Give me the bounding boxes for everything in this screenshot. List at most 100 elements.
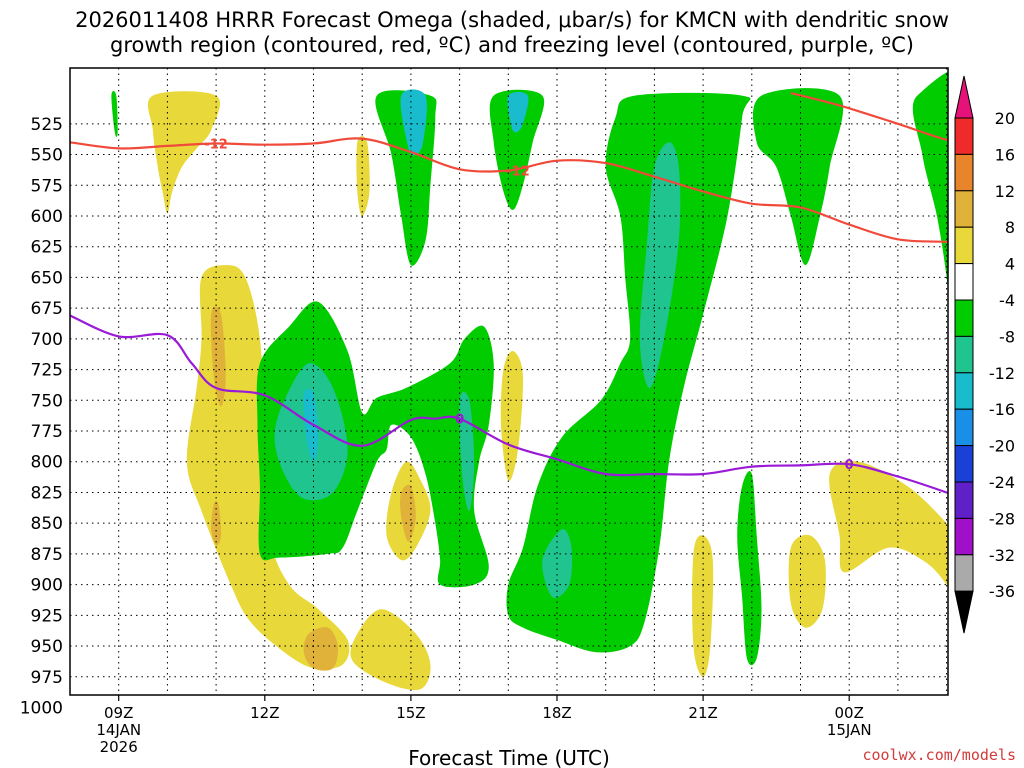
colorbar-bin-2 — [954, 190, 974, 228]
colorbar-bin-11 — [954, 517, 974, 556]
contour-label-1: -12 — [506, 165, 530, 180]
y-tick-label-725: 725 — [31, 361, 63, 381]
colorbar-label-3: 8 — [1005, 218, 1015, 237]
colorbar-bin-3 — [954, 226, 974, 265]
colorbar-label-1: 16 — [995, 145, 1015, 164]
y-tick-label-650: 650 — [31, 268, 63, 288]
omega-region-9 — [211, 501, 222, 546]
omega-shading — [111, 71, 948, 691]
y-tick-label-900: 900 — [31, 576, 63, 596]
credit-text: coolwx.com/models — [862, 746, 1016, 764]
ground-layer — [70, 695, 990, 701]
colorbar-label-7: -12 — [989, 364, 1015, 383]
y-tick-label-600: 600 — [31, 207, 63, 227]
omega-region-1 — [147, 91, 220, 214]
colorbar-bin-1 — [954, 153, 974, 192]
x-tick-label-00Z: 00Z — [835, 704, 864, 722]
colorbar-label-2: 12 — [995, 182, 1015, 201]
omega-region-14 — [459, 391, 475, 512]
omega-region-22 — [692, 535, 714, 677]
plot-frame — [69, 67, 949, 696]
x-tick-label-09Z: 09Z — [104, 704, 133, 722]
omega-region-7 — [186, 265, 350, 670]
x-tick-date-09Z: 14JAN — [96, 721, 141, 739]
colorbar-bin-4 — [954, 263, 974, 301]
colorbar-bottom-triangle — [954, 590, 974, 634]
y-tick-label-825: 825 — [31, 483, 63, 503]
y-axis-ticks: 525 550 575 600 625 650 675 700 725 750 775 800 825 8… — [20, 115, 63, 719]
x-tick-label-15Z: 15Z — [396, 704, 425, 722]
y-tick-label-800: 800 — [31, 453, 63, 473]
y-tick-label-750: 750 — [31, 391, 63, 411]
colorbar: 20 16 12 8 4 -4 -8 -12 -16 -20 -24 -28 -32 -36 — [954, 75, 1015, 634]
colorbar-bin-10 — [954, 481, 974, 519]
x-tick-label-21Z: 21Z — [688, 704, 717, 722]
colorbar-bin-9 — [954, 445, 974, 483]
x-tick-label-18Z: 18Z — [542, 704, 571, 722]
omega-region-20 — [639, 142, 681, 388]
omega-region-10 — [303, 627, 339, 671]
colorbar-label-12: -32 — [989, 546, 1015, 565]
y-tick-label-850: 850 — [31, 514, 63, 534]
omega-region-6 — [507, 92, 529, 133]
grid-lines — [70, 68, 948, 695]
y-tick-label-675: 675 — [31, 299, 63, 319]
omega-region-16 — [400, 484, 416, 542]
x-tick-date-00Z: 15JAN — [827, 721, 872, 739]
colorbar-bin-8 — [954, 408, 974, 447]
isotherm-line-1 — [790, 92, 948, 142]
x-tick-year-09Z: 2026 — [100, 738, 138, 756]
colorbar-label-4: 4 — [1005, 255, 1015, 274]
colorbar-label-13: -36 — [989, 582, 1015, 601]
y-tick-label-875: 875 — [31, 545, 63, 565]
chart-title-line-1: 2026011408 HRRR Forecast Omega (shaded, … — [75, 8, 949, 32]
y-tick-label-575: 575 — [31, 176, 63, 196]
contour-label-2: 0 — [455, 413, 464, 428]
isotherm-line-2 — [70, 314, 948, 495]
y-tick-label-700: 700 — [31, 330, 63, 350]
y-tick-label-950: 950 — [31, 637, 63, 657]
omega-region-0 — [111, 90, 118, 138]
y-tick-label-925: 925 — [31, 606, 63, 626]
chart-title-line-2: growth region (contoured, red, ºC) and f… — [110, 33, 914, 57]
contour-labels: -12 -12 0 0 — [204, 137, 854, 473]
isotherm-line-0 — [70, 137, 948, 243]
colorbar-label-6: -8 — [999, 327, 1015, 346]
colorbar-label-9: -20 — [989, 437, 1015, 456]
y-tick-label-1000: 1000 — [20, 699, 63, 719]
omega-region-13 — [303, 388, 319, 462]
colorbar-bin-6 — [954, 335, 974, 374]
omega-region-23 — [737, 471, 762, 666]
omega-region-4 — [400, 89, 427, 156]
omega-region-27 — [912, 71, 948, 290]
colorbar-label-8: -16 — [989, 400, 1015, 419]
colorbar-label-5: -4 — [999, 291, 1015, 310]
omega-region-2 — [356, 136, 370, 216]
contour-label-3: 0 — [845, 458, 854, 473]
plot-area — [70, 68, 990, 701]
ground-fill — [70, 695, 990, 701]
y-tick-label-525: 525 — [31, 115, 63, 135]
omega-region-25 — [752, 88, 844, 266]
omega-region-26 — [829, 461, 948, 587]
contour-label-0: -12 — [204, 137, 228, 152]
y-tick-label-625: 625 — [31, 238, 63, 258]
colorbar-bin-7 — [954, 372, 974, 410]
colorbar-label-11: -28 — [989, 509, 1015, 528]
omega-region-8 — [210, 306, 226, 407]
colorbar-top-triangle — [954, 75, 974, 119]
y-tick-label-550: 550 — [31, 146, 63, 166]
colorbar-bin-5 — [954, 299, 974, 337]
omega-region-5 — [489, 89, 545, 210]
y-tick-label-975: 975 — [31, 668, 63, 688]
omega-region-24 — [788, 534, 826, 628]
x-tick-label-12Z: 12Z — [250, 704, 279, 722]
colorbar-label-0: 20 — [995, 109, 1015, 128]
x-axis-label: Forecast Time (UTC) — [408, 746, 610, 768]
colorbar-label-10: -24 — [989, 473, 1015, 492]
colorbar-bin-12 — [954, 554, 974, 592]
isotherm-contours — [70, 92, 948, 495]
colorbar-bin-0 — [954, 117, 974, 155]
